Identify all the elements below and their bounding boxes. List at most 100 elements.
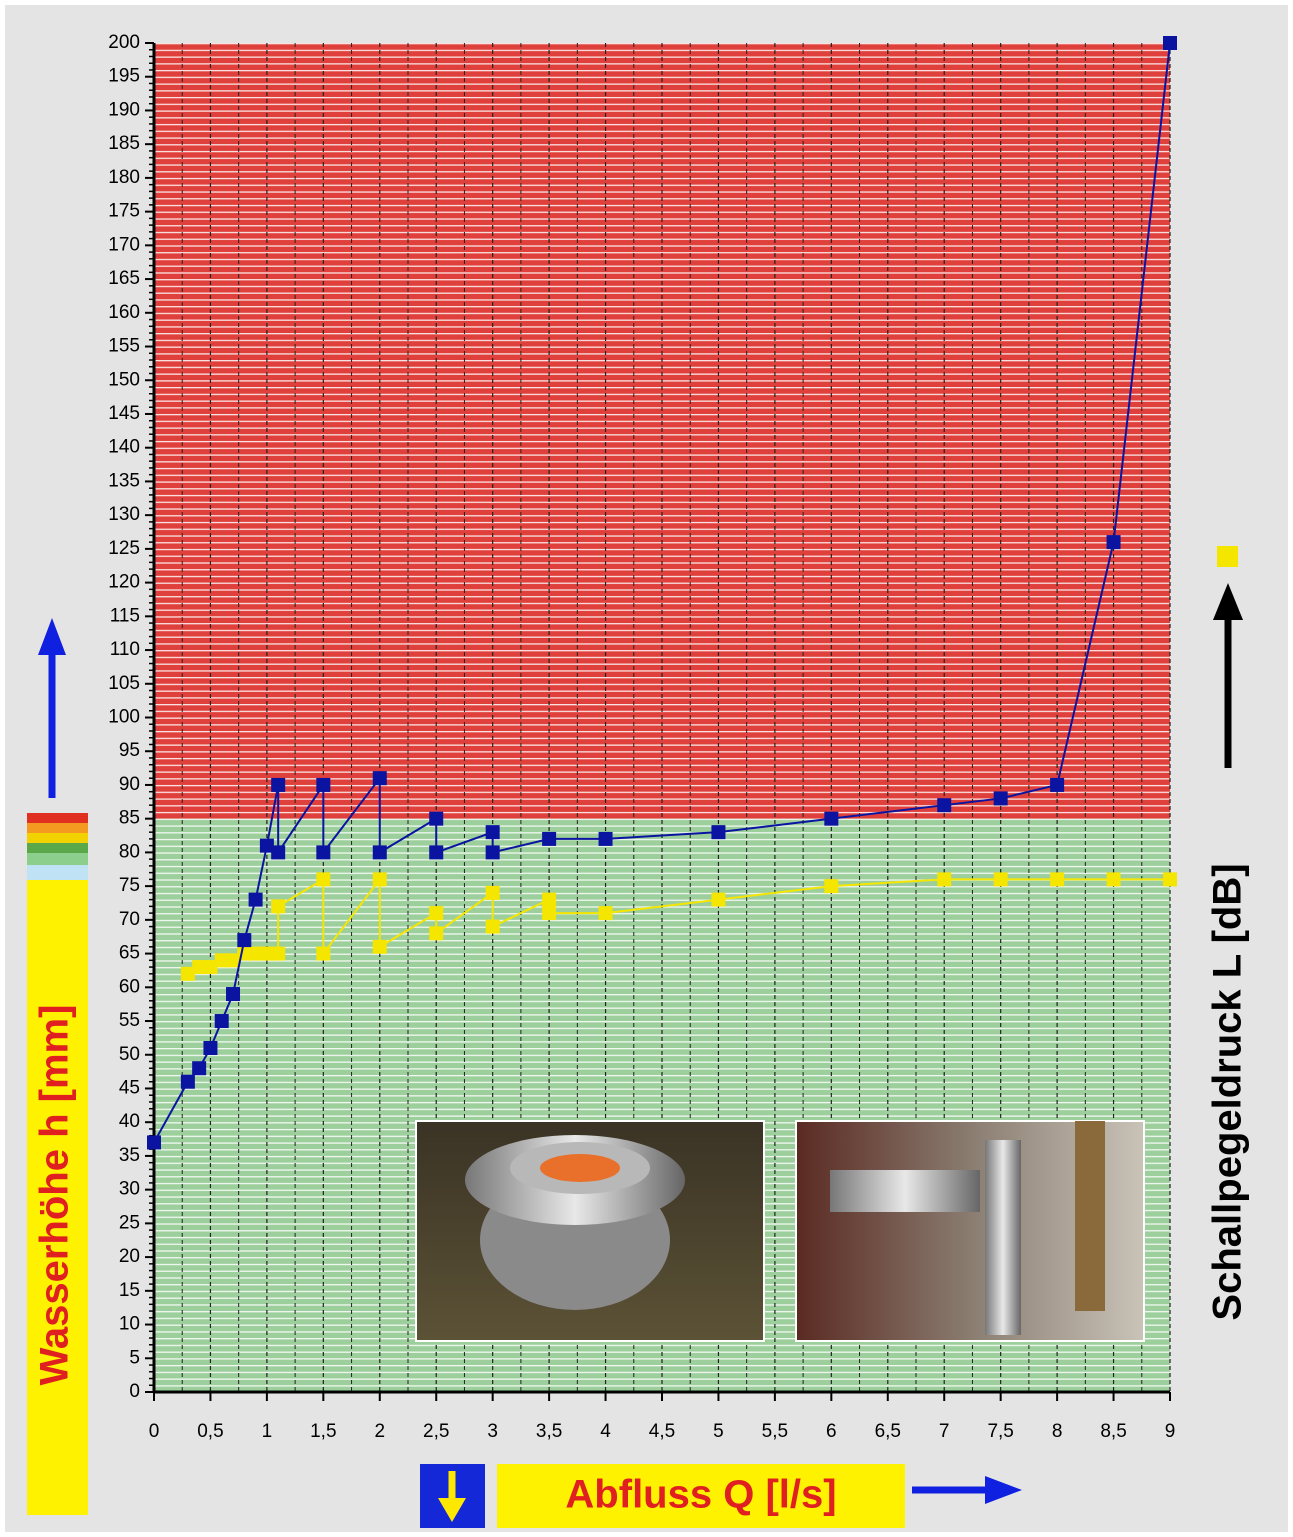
y-tick-label: 90 [119,774,140,795]
y-tick-label: 190 [108,99,140,120]
point [485,885,500,900]
point [192,960,207,975]
arrow-head [438,1498,466,1522]
x-tick-label: 0 [149,1421,160,1442]
x-tick-label: 9 [1165,1421,1176,1442]
x-tick-label: 7,5 [987,1421,1013,1442]
point [147,1135,161,1150]
point [259,838,274,853]
point [192,1061,207,1076]
x-label-band [497,1464,905,1528]
point [237,933,252,948]
y-tick-label: 195 [108,66,140,87]
point [203,1041,218,1056]
y-tick-label: 200 [108,32,140,53]
point [824,879,839,894]
point [711,892,726,907]
point [259,946,274,961]
point [271,845,286,860]
arrow-head [1213,583,1243,620]
point [711,825,726,840]
photo-detail [830,1170,980,1212]
x-tick-label: 2 [374,1421,385,1442]
x-tick-label: 6,5 [875,1421,901,1442]
y-tick-label: 135 [108,470,140,491]
point [271,946,286,961]
y-tick-label: 85 [119,808,140,829]
point [248,892,263,907]
y-tick-label: 100 [108,707,140,728]
y-tick-label: 75 [119,875,140,896]
point [180,966,195,981]
point [1106,872,1121,887]
point [542,906,557,921]
y-tick-label: 140 [108,437,140,458]
x-tick-label: 4,5 [649,1421,675,1442]
x-tick-label: 7 [939,1421,950,1442]
y-tick-label: 30 [119,1179,140,1200]
point [372,939,387,954]
y-label-band [27,880,88,1515]
y-tick-label: 95 [119,740,140,761]
photo-detail [985,1140,1021,1335]
x-tick-label: 4 [600,1421,611,1442]
point [542,831,557,846]
point [937,798,952,813]
point [993,872,1008,887]
point [937,872,952,887]
plot-area: 0 0,5 1 1,5 2 2,5 3 3,5 4 4,5 5 5,5 6 6,5 7 7,5 8 8,5 9051… [108,32,1177,1442]
x-tick-label: 5,5 [762,1421,788,1442]
x-tick-label: 3,5 [536,1421,562,1442]
y-tick-label: 160 [108,302,140,323]
y-tick-label: 80 [119,841,140,862]
x-tick-label: 8,5 [1100,1421,1126,1442]
y-tick-label: 165 [108,268,140,289]
y-tick-label: 70 [119,909,140,930]
stripe [27,833,88,843]
point [485,845,500,860]
y-tick-label: 0 [129,1381,140,1402]
point [598,831,613,846]
point [1050,777,1065,792]
y-tick-label: 40 [119,1111,140,1132]
y-tick-label: 180 [108,167,140,188]
photo-detail [540,1154,620,1182]
stripe [27,823,88,833]
point [271,899,286,914]
photo-detail [1075,1121,1105,1311]
y-tick-label: 10 [119,1314,140,1335]
right-axis-label: Schallpegeldruck L [dB] [1206,863,1250,1320]
point [316,777,331,792]
point [214,1014,229,1029]
arrow-head [38,618,66,655]
point [598,906,613,921]
arrow-head [985,1476,1022,1504]
point [429,811,444,826]
point [316,845,331,860]
point [1050,872,1065,887]
point [316,872,331,887]
y-tick-label: 120 [108,572,140,593]
y-tick-label: 150 [108,369,140,390]
x-tick-label: 3 [487,1421,498,1442]
point [226,953,241,968]
stripe [27,865,88,880]
x-tick-label: 5 [713,1421,724,1442]
point [429,845,444,860]
stripe [27,843,88,853]
point [993,791,1008,806]
y-tick-label: 45 [119,1077,140,1098]
y-tick-label: 50 [119,1044,140,1065]
y-tick-label: 15 [119,1280,140,1301]
y-tick-label: 115 [110,605,140,626]
point [180,1074,195,1089]
point [824,811,839,826]
point [214,953,229,968]
x-tick-label: 1,5 [310,1421,336,1442]
point [485,825,500,840]
point [1106,535,1121,550]
y-tick-label: 110 [110,639,140,660]
legend-swatch [1217,546,1238,567]
point [226,987,241,1002]
